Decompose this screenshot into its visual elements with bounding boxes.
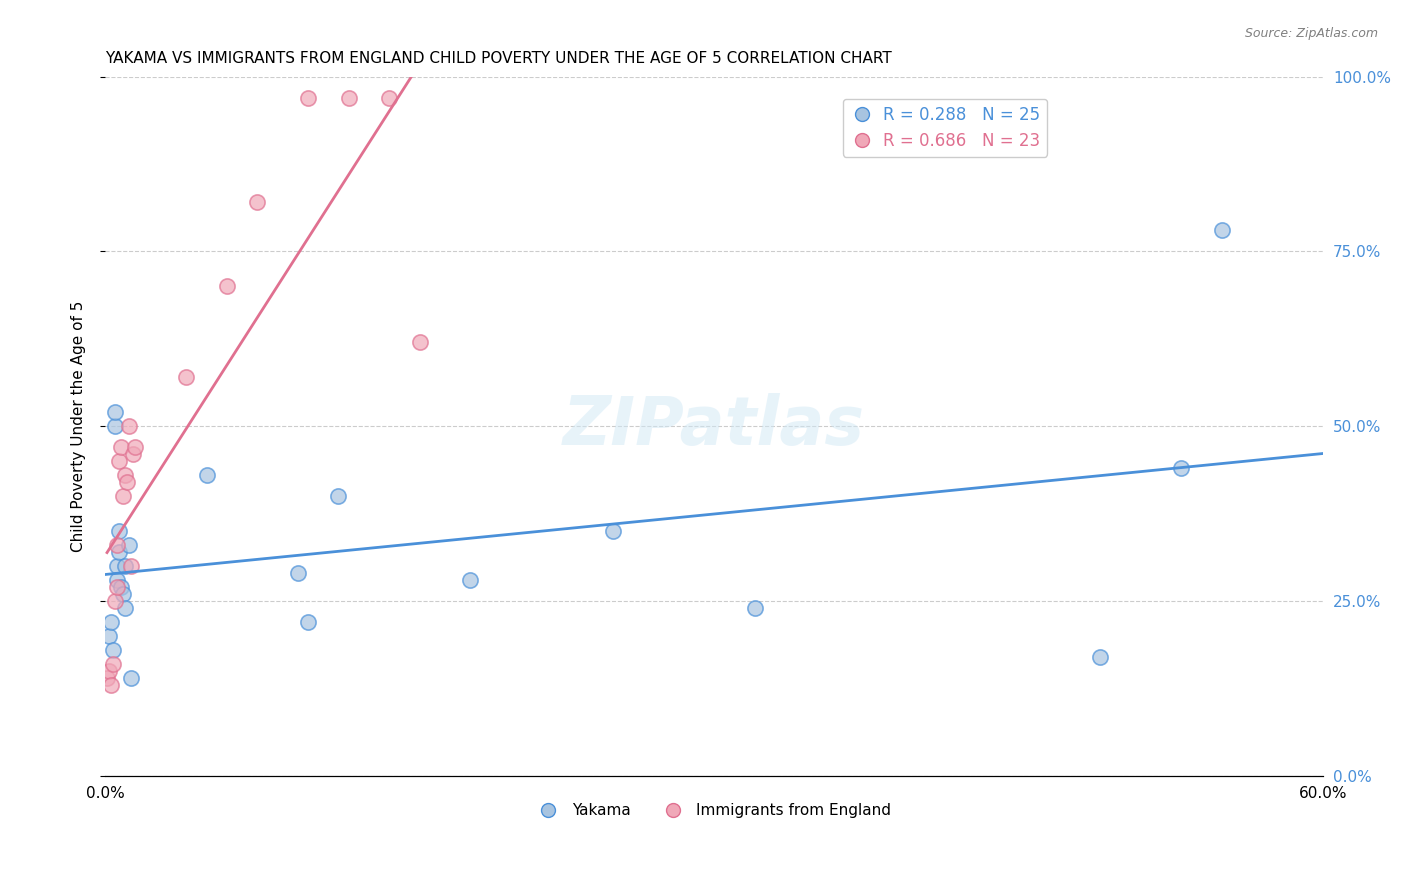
Point	[112, 587, 135, 601]
Text: Source: ZipAtlas.com: Source: ZipAtlas.com	[1244, 27, 1378, 40]
Point	[328, 489, 350, 503]
Point	[108, 545, 131, 559]
Point	[96, 671, 118, 685]
Point	[117, 475, 139, 490]
Point	[602, 524, 624, 539]
Point	[1088, 650, 1111, 665]
Point	[114, 468, 136, 483]
Point	[108, 524, 131, 539]
Point	[101, 657, 124, 672]
Point	[105, 559, 128, 574]
Point	[110, 441, 132, 455]
Point	[195, 468, 218, 483]
Point	[337, 90, 360, 104]
Point	[297, 90, 319, 104]
Point	[104, 419, 127, 434]
Point	[744, 601, 766, 615]
Point	[100, 678, 122, 692]
Point	[114, 559, 136, 574]
Point	[112, 489, 135, 503]
Point	[114, 601, 136, 615]
Point	[118, 538, 141, 552]
Point	[287, 566, 309, 581]
Legend: Yakama, Immigrants from England: Yakama, Immigrants from England	[530, 797, 897, 824]
Y-axis label: Child Poverty Under the Age of 5: Child Poverty Under the Age of 5	[72, 301, 86, 552]
Point	[108, 454, 131, 468]
Point	[105, 538, 128, 552]
Point	[297, 615, 319, 630]
Point	[124, 441, 146, 455]
Point	[110, 580, 132, 594]
Point	[122, 447, 145, 461]
Point	[98, 665, 121, 679]
Point	[100, 615, 122, 630]
Point	[409, 335, 432, 350]
Point	[174, 370, 197, 384]
Point	[1170, 461, 1192, 475]
Point	[1211, 223, 1233, 237]
Point	[215, 279, 238, 293]
Point	[120, 559, 142, 574]
Point	[246, 195, 269, 210]
Text: ZIPatlas: ZIPatlas	[564, 393, 865, 459]
Text: YAKAMA VS IMMIGRANTS FROM ENGLAND CHILD POVERTY UNDER THE AGE OF 5 CORRELATION C: YAKAMA VS IMMIGRANTS FROM ENGLAND CHILD …	[105, 51, 891, 66]
Point	[105, 574, 128, 588]
Point	[120, 671, 142, 685]
Point	[101, 643, 124, 657]
Point	[98, 629, 121, 643]
Point	[104, 405, 127, 419]
Point	[118, 419, 141, 434]
Point	[460, 574, 482, 588]
Point	[104, 594, 127, 608]
Point	[105, 580, 128, 594]
Point	[378, 90, 401, 104]
